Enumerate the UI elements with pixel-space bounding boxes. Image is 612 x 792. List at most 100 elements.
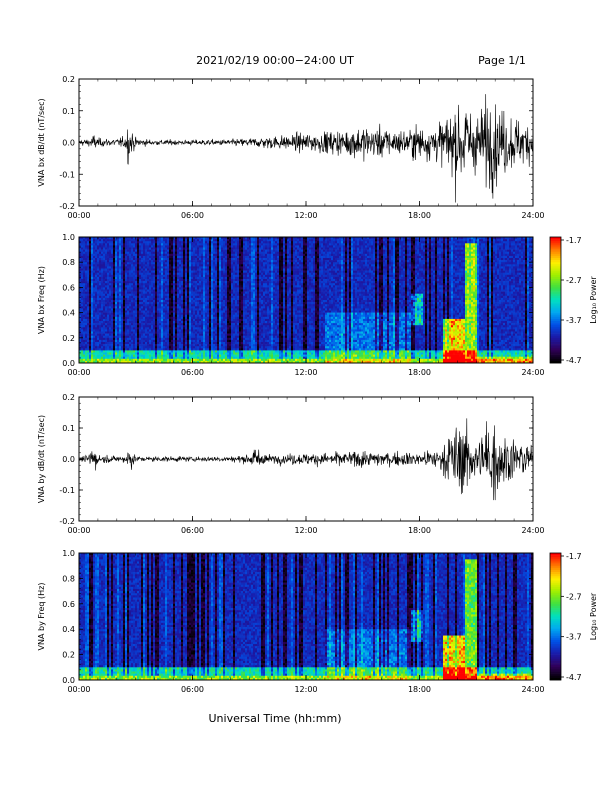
- spectrogram-cell: [139, 262, 142, 265]
- spectrogram-cell: [223, 258, 226, 261]
- spectrogram-cell: [225, 291, 228, 294]
- spectrogram-cell: [87, 339, 90, 343]
- spectrogram-cell: [119, 356, 122, 360]
- spectrogram-cell: [149, 356, 152, 360]
- spectrogram-cell: [125, 339, 128, 343]
- spectrogram-cell: [175, 270, 178, 273]
- spectrogram-cell: [177, 281, 180, 284]
- spectrogram-cell: [87, 325, 90, 328]
- spectrogram-cell: [125, 239, 128, 242]
- spectrogram-cell: [163, 337, 166, 341]
- spectrogram-cell: [155, 262, 158, 265]
- spectrogram-cell: [195, 255, 198, 259]
- spectrogram-cell: [143, 310, 146, 313]
- spectrogram-cell: [103, 262, 106, 265]
- spectrogram-cell: [197, 331, 200, 334]
- spectrogram-cell: [209, 293, 212, 297]
- spectrogram-cell: [161, 266, 164, 269]
- spectrogram-cell: [229, 247, 232, 250]
- spectrogram-cell: [183, 331, 186, 334]
- spectrogram-cell: [221, 255, 224, 259]
- spectrogram-cell: [149, 325, 152, 328]
- spectrogram-cell: [159, 295, 162, 299]
- spectrogram-cell: [143, 253, 146, 257]
- spectrogram-cell: [181, 245, 184, 248]
- spectrogram-cell: [135, 342, 138, 345]
- spectrogram-cell: [237, 337, 240, 341]
- spectrogram-cell: [215, 323, 218, 326]
- spectrogram-cell: [209, 258, 212, 261]
- spectrogram-cell: [199, 279, 202, 282]
- spectrogram-cell: [111, 241, 114, 244]
- spectrogram-cell: [183, 342, 186, 345]
- spectrogram-cell: [213, 241, 216, 244]
- spectrogram-cell: [165, 245, 168, 248]
- spectrogram-cell: [103, 274, 106, 278]
- spectrogram-cell: [129, 331, 132, 334]
- spectrogram-cell: [117, 272, 120, 276]
- spectrogram-cell: [145, 335, 148, 339]
- spectrogram-cell: [225, 255, 228, 259]
- spectrogram-cell: [123, 312, 126, 315]
- spectrogram-cell: [85, 316, 88, 320]
- spectrogram-cell: [131, 243, 134, 246]
- spectrogram-cell: [135, 279, 138, 282]
- spectrogram-cell: [119, 339, 122, 343]
- spectrogram-cell: [229, 251, 232, 255]
- spectrogram-cell: [187, 243, 190, 246]
- spectrogram-cell: [103, 245, 106, 248]
- spectrogram-cell: [197, 302, 200, 305]
- spectrogram-cell: [177, 329, 180, 332]
- spectrogram-cell: [183, 283, 186, 286]
- spectrogram-cell: [233, 283, 236, 286]
- spectrogram-cell: [151, 266, 154, 269]
- spectrogram-cell: [93, 300, 96, 303]
- spectrogram-cell: [151, 249, 154, 252]
- spectrogram-cell: [119, 348, 122, 351]
- spectrogram-cell: [225, 352, 228, 355]
- spectrogram-cell: [179, 300, 182, 303]
- spectrogram-cell: [215, 289, 218, 292]
- spectrogram-cell: [171, 346, 174, 349]
- spectrogram-cell: [151, 331, 154, 334]
- spectrogram-cell: [117, 354, 120, 357]
- spectrogram-cell: [135, 339, 138, 343]
- spectrogram-cell: [91, 274, 94, 278]
- spectrogram-cell: [181, 237, 184, 240]
- spectrogram-cell: [81, 274, 84, 278]
- spectrogram-cell: [207, 354, 210, 357]
- spectrogram-cell: [221, 258, 224, 261]
- spectrogram-cell: [95, 348, 98, 351]
- spectrogram-cell: [153, 268, 156, 271]
- spectrogram-cell: [163, 274, 166, 278]
- spectrogram-cell: [207, 270, 210, 273]
- spectrogram-cell: [161, 325, 164, 328]
- spectrogram-cell: [109, 306, 112, 309]
- spectrogram-cell: [181, 293, 184, 297]
- spectrogram-cell: [209, 318, 212, 322]
- spectrogram-cell: [79, 291, 82, 294]
- spectrogram-cell: [161, 360, 164, 364]
- spectrogram-cell: [125, 360, 128, 364]
- spectrogram-cell: [235, 291, 238, 294]
- spectrogram-cell: [177, 262, 180, 265]
- spectrogram-cell: [105, 281, 108, 284]
- spectrogram-cell: [231, 344, 234, 347]
- spectrogram-cell: [177, 321, 180, 324]
- spectrogram-cell: [147, 266, 150, 269]
- spectrogram-cell: [141, 297, 144, 301]
- spectrogram-cell: [201, 350, 204, 353]
- spectrogram-cell: [85, 264, 88, 267]
- spectrogram-cell: [211, 279, 214, 282]
- spectrogram-cell: [85, 274, 88, 278]
- spectrogram-cell: [169, 287, 172, 290]
- spectrogram-cell: [193, 325, 196, 328]
- spectrogram-cell: [101, 323, 104, 326]
- spectrogram-cell: [237, 325, 240, 328]
- spectrogram-cell: [143, 337, 146, 341]
- spectrogram-cell: [113, 352, 116, 355]
- spectrogram-cell: [89, 243, 92, 246]
- spectrogram-cell: [235, 239, 238, 242]
- spectrogram-cell: [217, 310, 220, 313]
- spectrogram-cell: [129, 245, 132, 248]
